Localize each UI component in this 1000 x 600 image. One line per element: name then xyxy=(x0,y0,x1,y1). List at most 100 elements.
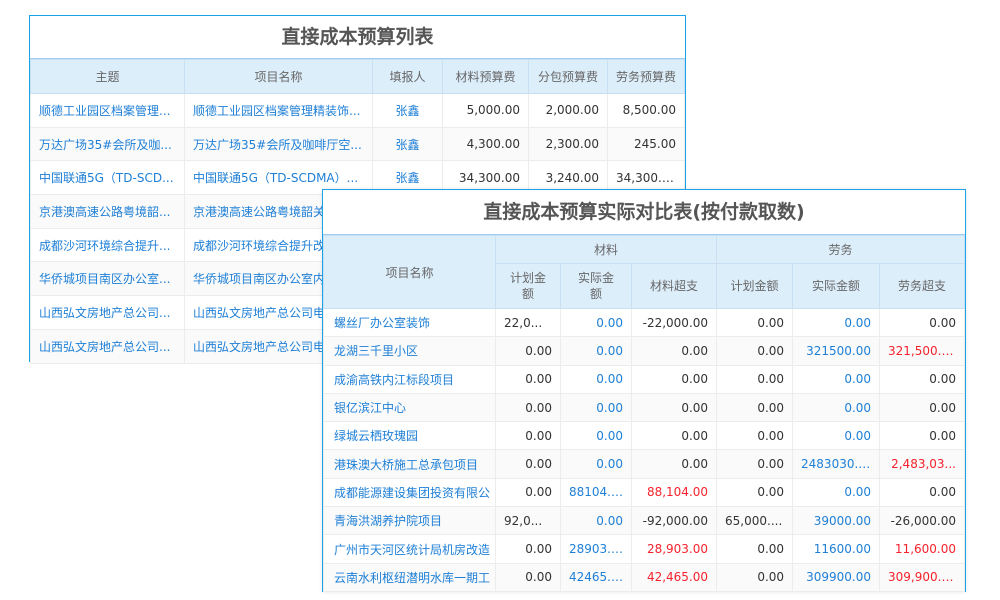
overrun-cell: 88,104.00 xyxy=(630,477,718,508)
table-row[interactable]: 银亿滨江中心 0.00 0.00 0.00 0.00 0.00 0.00 xyxy=(323,392,965,423)
overrun-cell: 0.00 xyxy=(879,364,965,394)
table-row[interactable]: 万达广场35#会所及咖... 万达广场35#会所及咖啡厅空... 张鑫 4,300.0… xyxy=(30,126,685,162)
table-row[interactable]: 龙湖三千里小区 0.00 0.00 0.00 0.00 321500.00 321,500.… xyxy=(323,336,965,366)
amount-cell[interactable]: 39000.00 xyxy=(792,506,881,536)
amount-cell[interactable]: 42465.00 xyxy=(560,562,632,592)
column-header[interactable]: 分包预算费 xyxy=(528,59,608,94)
amount-cell: 0.00 xyxy=(716,307,794,338)
project-link[interactable]: 银亿滨江中心 xyxy=(323,392,496,423)
amount-cell[interactable]: 0.00 xyxy=(560,506,632,536)
column-header[interactable]: 计划金额 xyxy=(495,263,561,309)
amount-cell[interactable]: 0.00 xyxy=(792,392,881,423)
project-link[interactable]: 成渝高铁内江标段项目 xyxy=(323,364,496,394)
column-header[interactable]: 劳务超支 xyxy=(879,263,965,309)
amount-cell[interactable]: 11600.00 xyxy=(792,534,881,564)
project-link[interactable]: 螺丝厂办公室装饰 xyxy=(323,307,496,338)
amount-cell[interactable]: 0.00 xyxy=(560,449,632,479)
overrun-cell: 28,903.00 xyxy=(630,534,718,564)
header-project-name: 项目名称 xyxy=(323,235,496,309)
project-link[interactable]: 山西弘文房地产总公司... xyxy=(30,295,185,330)
project-link[interactable]: 万达广场35#会所及咖... xyxy=(30,126,185,162)
amount-cell: 0.00 xyxy=(716,562,794,592)
column-header[interactable]: 实际金额 xyxy=(792,263,881,309)
overrun-cell: 0.00 xyxy=(879,392,965,423)
column-header[interactable]: 计划金额 xyxy=(716,263,794,309)
amount-cell[interactable]: 309900.00 xyxy=(792,562,881,592)
project-link[interactable]: 山西弘文房地产总公司... xyxy=(30,328,185,364)
project-link[interactable]: 成都沙河环境综合提升... xyxy=(30,227,185,263)
amount-cell[interactable]: 88104.00 xyxy=(560,477,632,508)
amount-cell[interactable]: 321500.00 xyxy=(792,336,881,366)
table-row[interactable]: 螺丝厂办公室装饰 22,0... 0.00 -22,000.00 0.00 0.00 0.0… xyxy=(323,307,965,338)
project-link[interactable]: 顺德工业园区档案管理... xyxy=(30,93,185,128)
column-header[interactable]: 实际金额 xyxy=(560,263,632,309)
project-link[interactable]: 云南水利枢纽潜明水库一期工 xyxy=(323,562,496,592)
project-link[interactable]: 顺德工业园区档案管理精装饰... xyxy=(184,93,373,128)
reporter-cell[interactable]: 张鑫 xyxy=(372,93,443,128)
project-link[interactable]: 万达广场35#会所及咖啡厅空... xyxy=(184,126,373,162)
column-header[interactable]: 材料超支 xyxy=(630,263,718,309)
amount-cell: 8,500.00 xyxy=(607,93,685,128)
column-header[interactable]: 劳务预算费 xyxy=(607,59,685,94)
reporter-cell[interactable]: 张鑫 xyxy=(372,126,443,162)
column-header[interactable]: 项目名称 xyxy=(184,59,373,94)
project-link[interactable]: 华侨城项目南区办公室... xyxy=(30,261,185,297)
amount-cell[interactable]: 0.00 xyxy=(792,421,881,451)
amount-cell[interactable]: 0.00 xyxy=(792,364,881,394)
overrun-cell: 0.00 xyxy=(879,477,965,508)
table-row[interactable]: 青海洪湖养护院项目 92,0... 0.00 -92,000.00 65,000....… xyxy=(323,506,965,536)
amount-cell[interactable]: 0.00 xyxy=(560,307,632,338)
table-row[interactable]: 成渝高铁内江标段项目 0.00 0.00 0.00 0.00 0.00 0.00 xyxy=(323,364,965,394)
amount-cell: 0.00 xyxy=(716,449,794,479)
column-header[interactable]: 主题 xyxy=(30,59,185,94)
table-row[interactable]: 云南水利枢纽潜明水库一期工 0.00 42465.00 42,465.00 0.00 30… xyxy=(323,562,965,592)
amount-cell[interactable]: 0.00 xyxy=(560,364,632,394)
overrun-cell: 11,600.00 xyxy=(879,534,965,564)
overrun-cell: 42,465.00 xyxy=(630,562,718,592)
amount-cell: 2,300.00 xyxy=(528,126,608,162)
amount-cell[interactable]: 0.00 xyxy=(560,336,632,366)
amount-cell: 4,300.00 xyxy=(442,126,529,162)
amount-cell[interactable]: 0.00 xyxy=(560,421,632,451)
project-link[interactable]: 京港澳高速公路粤境韶... xyxy=(30,194,185,229)
column-header[interactable]: 材料预算费 xyxy=(442,59,529,94)
amount-cell: 65,000.... xyxy=(716,506,794,536)
header-group-materials: 材料 xyxy=(494,235,718,264)
project-link[interactable]: 港珠澳大桥施工总承包项目 xyxy=(323,449,496,479)
budget-list-title: 直接成本预算列表 xyxy=(30,16,685,59)
amount-cell: 0.00 xyxy=(495,421,561,451)
amount-cell: 0.00 xyxy=(716,534,794,564)
amount-cell: 245.00 xyxy=(607,126,685,162)
budget-comparison-panel: 直接成本预算实际对比表(按付款取数) 项目名称 材料 劳务 计划金额 实际金额 材料… xyxy=(322,189,966,592)
project-link[interactable]: 成都能源建设集团投资有限公 xyxy=(323,477,496,508)
overrun-cell: 0.00 xyxy=(630,364,718,394)
project-link[interactable]: 龙湖三千里小区 xyxy=(323,336,496,366)
project-link[interactable]: 青海洪湖养护院项目 xyxy=(323,506,496,536)
amount-cell: 0.00 xyxy=(495,562,561,592)
header-group-labor: 劳务 xyxy=(716,235,965,264)
table-row[interactable]: 绿城云栖玫瑰园 0.00 0.00 0.00 0.00 0.00 0.00 xyxy=(323,421,965,451)
project-link[interactable]: 中国联通5G（TD-SCD... xyxy=(30,160,185,196)
amount-cell[interactable]: 0.00 xyxy=(792,477,881,508)
amount-cell[interactable]: 0.00 xyxy=(560,392,632,423)
amount-cell: 22,0... xyxy=(495,307,561,338)
amount-cell: 0.00 xyxy=(716,336,794,366)
budget-comparison-title: 直接成本预算实际对比表(按付款取数) xyxy=(323,190,965,235)
table-row[interactable]: 港珠澳大桥施工总承包项目 0.00 0.00 0.00 0.00 2483030.00 2,… xyxy=(323,449,965,479)
overrun-cell: 309,900.00 xyxy=(879,562,965,592)
overrun-cell: 321,500.00 xyxy=(879,336,965,366)
amount-cell[interactable]: 0.00 xyxy=(792,307,881,338)
amount-cell: 0.00 xyxy=(495,364,561,394)
overrun-cell: 0.00 xyxy=(630,336,718,366)
table-row[interactable]: 广州市天河区统计局机房改造 0.00 28903.00 28,903.00 0.00 11… xyxy=(323,534,965,564)
table-row[interactable]: 顺德工业园区档案管理... 顺德工业园区档案管理精装饰... 张鑫 5,000.00 2… xyxy=(30,93,685,128)
overrun-cell: 0.00 xyxy=(879,307,965,338)
table-row[interactable]: 成都能源建设集团投资有限公 0.00 88104.00 88,104.00 0.00 0.… xyxy=(323,477,965,508)
project-link[interactable]: 广州市天河区统计局机房改造 xyxy=(323,534,496,564)
amount-cell[interactable]: 28903.00 xyxy=(560,534,632,564)
column-header[interactable]: 填报人 xyxy=(372,59,443,94)
project-link[interactable]: 绿城云栖玫瑰园 xyxy=(323,421,496,451)
amount-cell: 0.00 xyxy=(716,392,794,423)
amount-cell[interactable]: 2483030.00 xyxy=(792,449,881,479)
amount-cell: 0.00 xyxy=(495,477,561,508)
